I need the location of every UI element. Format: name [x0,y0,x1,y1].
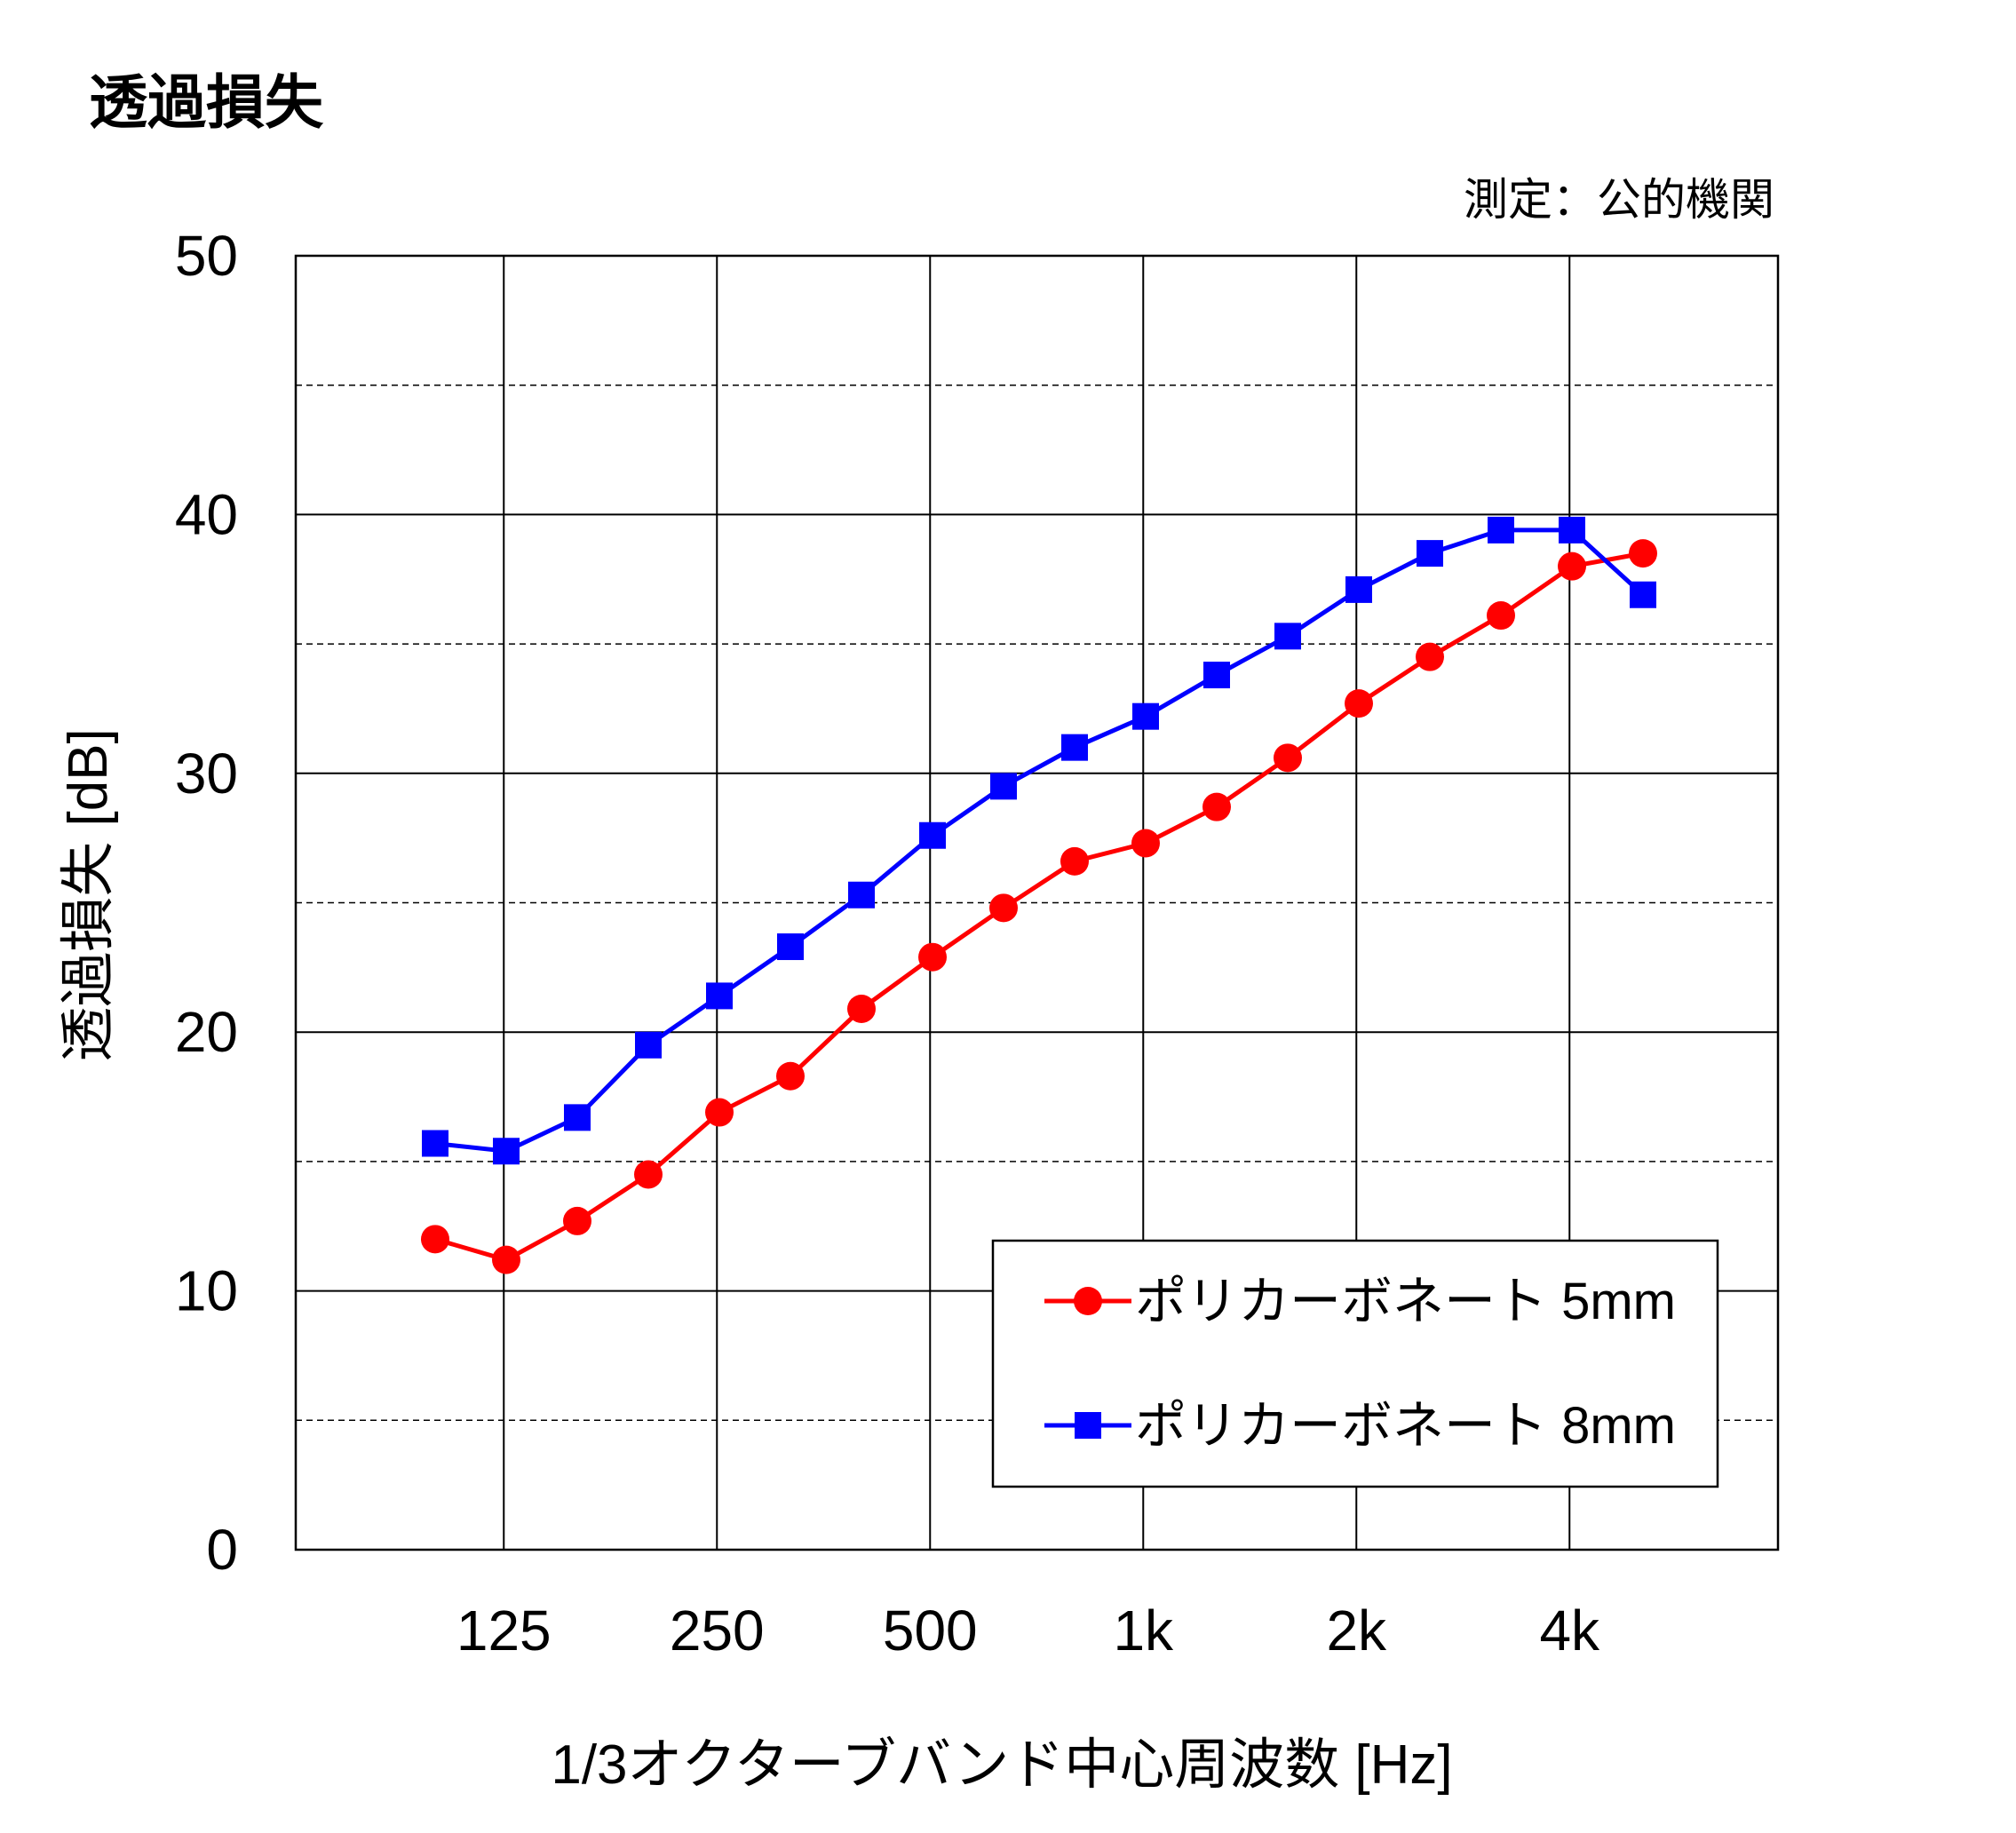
x-tick-label: 500 [883,1599,978,1662]
x-axis-label: 1/3オクターブバンド中心周波数 [Hz] [551,1734,1452,1796]
data-point [776,1061,805,1091]
legend-item: ポリカーボネート 5mm [1044,1273,1676,1330]
legend-label: ポリカーボネート 5mm [1135,1273,1676,1330]
data-point [918,942,947,972]
legend-label: ポリカーボネート 8mm [1135,1397,1676,1455]
data-point [1487,601,1515,631]
data-point [1558,551,1586,581]
data-point [990,773,1017,800]
data-point [421,1225,449,1254]
data-point [706,982,733,1010]
data-point [1488,516,1514,544]
data-point [848,881,875,909]
x-tick-labels: 125 250 500 1k 2k 4k [456,1599,1600,1662]
y-tick-label: 40 [175,482,238,546]
x-tick-label: 1k [1113,1599,1174,1662]
data-point [1202,792,1231,821]
x-tick-label: 2k [1326,1599,1387,1662]
data-point [492,1245,520,1274]
x-tick-label: 4k [1539,1599,1600,1662]
data-point [777,933,804,961]
legend-marker [1074,1287,1102,1315]
data-point [1132,702,1159,730]
data-point [1630,581,1656,608]
legend-marker [1075,1412,1101,1439]
legend-item: ポリカーボネート 8mm [1044,1397,1676,1455]
plot-frame [294,254,1780,1551]
y-tick-labels: 0 10 20 30 40 50 [175,224,238,1582]
data-point [1131,829,1160,858]
data-point [1559,516,1585,544]
data-point [1629,539,1657,568]
data-point [1203,662,1230,689]
data-point [1060,846,1089,876]
data-point [634,1160,663,1189]
series-layer [421,516,1657,1274]
data-point [635,1031,662,1059]
data-point [989,893,1018,923]
legend: ポリカーボネート 5mm ポリカーボネート 8mm [991,1239,1719,1488]
data-point [422,1130,448,1157]
series-2 [422,516,1656,1165]
data-point [493,1138,520,1165]
series-line [434,528,1645,1154]
x-tick-label: 125 [456,1599,552,1662]
measurement-note: 測定：公的機関 [1464,175,1774,225]
y-tick-label: 20 [175,1000,238,1064]
data-point [1061,734,1088,761]
data-point [564,1104,591,1131]
data-point [1345,575,1372,603]
chart-title: 透過損失 [89,69,324,135]
y-tick-label: 10 [175,1259,238,1323]
data-point [1274,623,1301,650]
x-tick-label: 250 [670,1599,765,1662]
data-point [1416,642,1444,671]
data-point [1417,540,1443,567]
data-point [1274,743,1302,773]
y-axis-label: 透過損失 [dB] [58,728,119,1062]
data-point [563,1206,591,1235]
y-tick-label: 0 [206,1518,238,1582]
data-point [919,821,946,849]
series-1 [421,539,1657,1274]
legend-box [991,1239,1719,1488]
data-point [1345,689,1373,718]
y-tick-label: 50 [175,224,238,288]
data-point [847,994,876,1023]
data-point [705,1098,734,1127]
y-tick-label: 30 [175,742,238,805]
series-line [434,551,1644,1263]
